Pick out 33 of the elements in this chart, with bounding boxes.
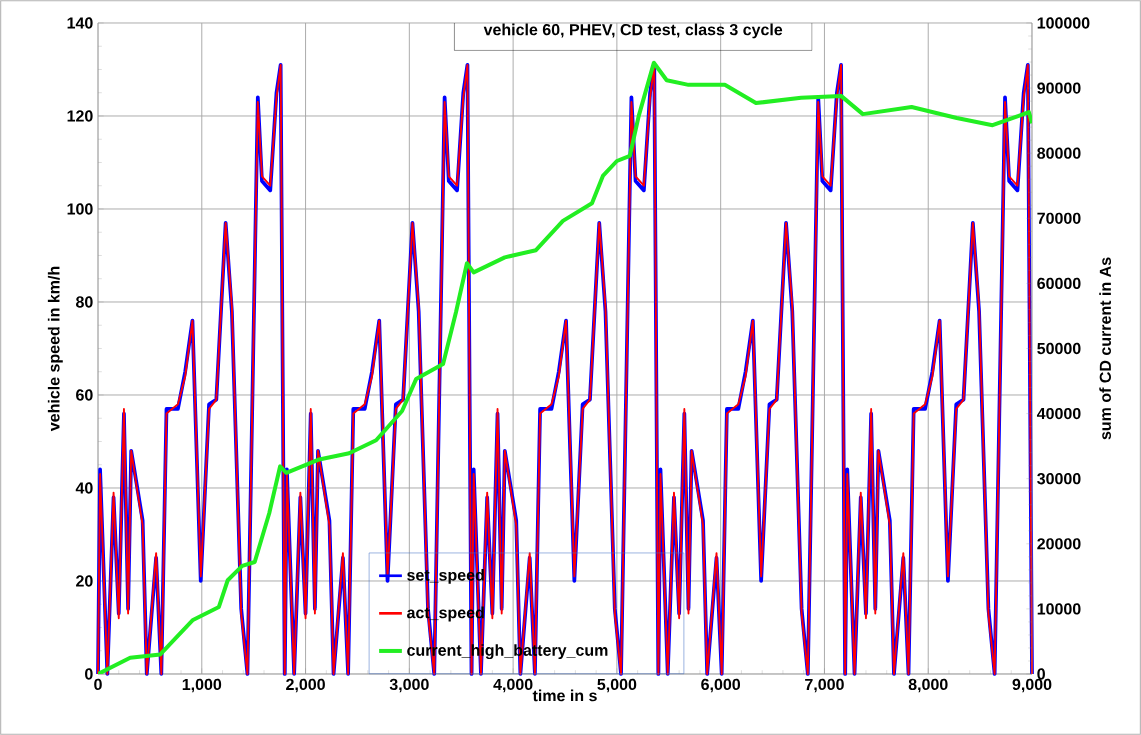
y2-tick-label: 0	[1037, 668, 1045, 680]
x-axis-title: time in s	[532, 689, 597, 702]
y-tick-label: 100	[67, 203, 93, 215]
x-tick-label: 3,000	[389, 678, 429, 693]
x-tick-label: 6,000	[701, 678, 741, 693]
x-tick-label: 7,000	[805, 678, 844, 693]
y-tick-label: 120	[67, 110, 93, 122]
y2-tick-label: 20000	[1037, 538, 1081, 550]
x-tick-label: 4,000	[493, 678, 533, 693]
x-tick-label: 8,000	[908, 678, 948, 693]
y-tick-label: 140	[67, 17, 93, 29]
y2-tick-label: 90000	[1037, 82, 1081, 94]
y-tick-label: 20	[76, 575, 93, 587]
y2-tick-label: 70000	[1037, 212, 1081, 224]
y2-tick-label: 40000	[1036, 407, 1081, 420]
y2-tick-label: 30000	[1037, 473, 1081, 485]
y2-tick-label: 50000	[1037, 342, 1081, 355]
x-tick-label: 0	[94, 678, 102, 691]
x-tick-label: 2,000	[286, 678, 325, 693]
x-tick-label: 1,000	[182, 678, 222, 693]
y2-tick-label: 10000	[1037, 603, 1081, 615]
x-tick-label: 9,000	[1012, 678, 1052, 693]
y-tick-label: 40	[75, 482, 93, 494]
x-tick-label: 5,000	[597, 678, 637, 693]
y2-tick-label: 80000	[1037, 147, 1081, 159]
chart-title: vehicle 60, PHEV, CD test, class 3 cycle	[483, 23, 783, 39]
y-axis-title: vehicle speed in km/h	[47, 266, 63, 432]
y2-tick-label: 100000	[1037, 17, 1090, 29]
y2-tick-label: 60000	[1037, 277, 1081, 290]
y-tick-label: 0	[85, 668, 93, 680]
y-tick-label: 80	[76, 296, 93, 308]
y-tick-label: 60	[76, 389, 93, 401]
y2-axis-title: sum of CD current in As	[1099, 257, 1111, 440]
